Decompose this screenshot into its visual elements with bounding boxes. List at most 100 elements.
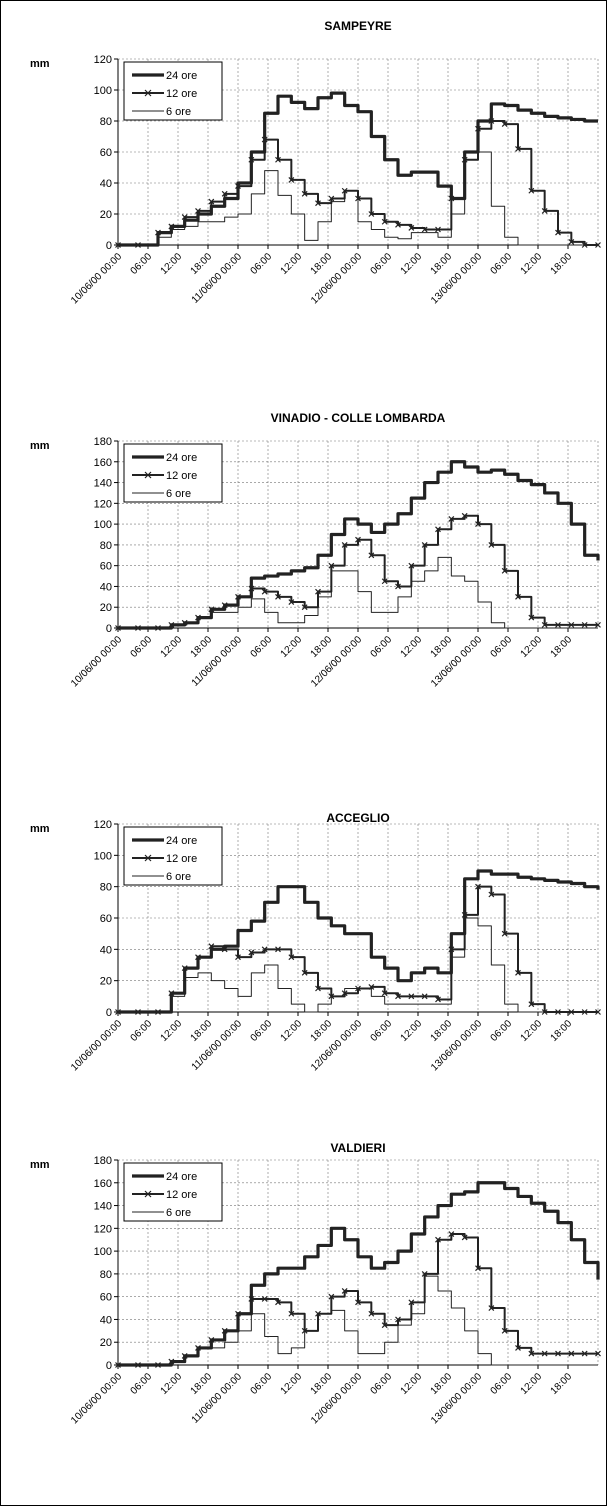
y-tick-label: 60 <box>100 1292 112 1304</box>
series-point-marker <box>528 1350 535 1357</box>
x-tick-label: 12:00 <box>279 251 305 277</box>
series-point-marker <box>315 588 321 595</box>
series-point-marker <box>155 229 161 236</box>
series-point-marker <box>421 226 428 233</box>
series-point-marker <box>208 198 215 205</box>
y-tick-label: 0 <box>106 623 112 635</box>
chart-2: VINADIO - COLLE LOMBARDA mm 0 20 40 60 80 100 12… <box>30 411 601 689</box>
series-point-marker <box>568 238 575 245</box>
series-point-marker <box>528 1001 535 1008</box>
series-point-marker <box>541 621 548 628</box>
series-point-marker <box>355 536 361 543</box>
series-point-marker <box>341 1288 348 1294</box>
series-point-marker <box>235 954 241 961</box>
series-point-marker <box>448 515 455 522</box>
series-point-marker <box>341 541 348 548</box>
x-tick-label: 06:00 <box>489 1018 515 1044</box>
series-point-marker <box>595 621 601 628</box>
series-point-marker <box>461 512 468 519</box>
x-tick-label: 06:00 <box>369 1018 395 1044</box>
chart-title: SAMPEYRE <box>324 19 391 33</box>
y-tick-label: 40 <box>100 581 112 593</box>
x-tick-label: 12:00 <box>159 634 185 660</box>
series-line-6-ore <box>118 151 598 246</box>
series-point-marker <box>408 1299 415 1306</box>
x-tick-label: 12:00 <box>399 1371 425 1397</box>
series-point-marker <box>235 183 241 190</box>
x-tick-label: 18:00 <box>309 634 335 660</box>
series-point-marker <box>475 125 481 132</box>
legend-marker-icon <box>144 1190 152 1198</box>
x-tick-label: 06:00 <box>369 251 395 277</box>
series-point-marker <box>515 145 521 152</box>
x-tick-label: 18:00 <box>189 1371 215 1397</box>
series-point-marker <box>368 552 375 559</box>
series-point-marker <box>221 190 228 197</box>
y-tick-label: 100 <box>94 519 112 531</box>
series-line-6-ore <box>118 1275 598 1366</box>
x-tick-label: 06:00 <box>129 1018 155 1044</box>
series-point-marker <box>288 176 295 183</box>
legend-box <box>123 826 223 886</box>
y-tick-label: 80 <box>100 1269 112 1281</box>
legend-label: 24 ore <box>166 70 197 82</box>
series-point-marker <box>221 946 228 953</box>
x-tick-label: 06:00 <box>369 1371 395 1397</box>
x-tick-label: 06:00 <box>129 1371 155 1397</box>
series-point-marker <box>208 606 215 613</box>
series-point-marker <box>488 118 495 124</box>
series-point-marker <box>395 221 401 228</box>
series-point-marker <box>448 946 455 953</box>
x-tick-label: 12:00 <box>399 634 425 660</box>
legend-label: 6 ore <box>166 488 191 500</box>
y-tick-label: 180 <box>94 436 112 448</box>
legend-marker-icon <box>144 471 152 479</box>
legend-label: 6 ore <box>166 106 191 118</box>
legend-marker-icon <box>144 854 152 862</box>
series-point-marker <box>288 599 295 605</box>
y-tick-label: 60 <box>100 147 112 159</box>
series-point-marker <box>448 1231 455 1237</box>
series-point-marker <box>421 1270 428 1277</box>
y-tick-label: 120 <box>94 1223 112 1235</box>
series-point-marker <box>461 1234 468 1241</box>
series-point-marker <box>301 604 308 611</box>
x-tick-label: 10/06/00 00:00 <box>69 1371 124 1426</box>
series-point-marker <box>488 541 495 548</box>
series-point-marker <box>195 207 201 214</box>
x-tick-label: 12:00 <box>159 251 185 277</box>
series-point-marker <box>488 1305 495 1311</box>
series-point-marker <box>395 1316 401 1323</box>
series-point-marker <box>235 593 241 600</box>
x-tick-label: 10/06/00 00:00 <box>69 1018 124 1073</box>
y-tick-label: 120 <box>94 498 112 510</box>
y-tick-label: 60 <box>100 913 112 925</box>
series-point-marker <box>408 225 415 231</box>
series-point-marker <box>555 229 561 236</box>
series-point-marker <box>421 541 428 548</box>
x-tick-label: 12:00 <box>279 634 305 660</box>
series-point-marker <box>195 954 201 961</box>
legend-label: 12 ore <box>166 1189 197 1201</box>
series-point-marker <box>435 996 441 1003</box>
series-point-marker <box>555 621 561 628</box>
series-point-marker <box>368 1310 375 1317</box>
y-axis-unit-label: mm <box>30 1159 50 1171</box>
series-point-marker <box>261 136 268 143</box>
series-point-marker <box>275 946 281 953</box>
series-point-marker <box>248 949 255 956</box>
chart-title: VALDIERI <box>330 1141 385 1155</box>
series-point-marker <box>275 156 281 163</box>
legend-label: 12 ore <box>166 470 197 482</box>
x-tick-label: 12:00 <box>519 251 545 277</box>
series-point-marker <box>235 1310 241 1317</box>
legend-label: 24 ore <box>166 1171 197 1183</box>
series-point-marker <box>381 1322 388 1329</box>
series-point-marker <box>408 993 415 1000</box>
series-point-marker <box>448 195 455 202</box>
series-point-marker <box>381 578 388 585</box>
series-point-marker <box>581 1350 588 1357</box>
x-tick-label: 12:00 <box>519 1371 545 1397</box>
x-tick-label: 12:00 <box>399 251 425 277</box>
legend-marker-icon <box>144 89 152 97</box>
